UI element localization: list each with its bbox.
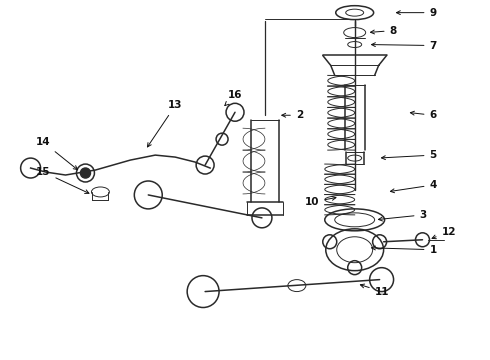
Text: 12: 12	[432, 227, 456, 239]
Text: 11: 11	[360, 284, 389, 297]
Text: 8: 8	[370, 26, 397, 36]
Text: 14: 14	[36, 137, 77, 170]
Text: 13: 13	[147, 100, 183, 147]
Text: 16: 16	[225, 90, 243, 105]
Circle shape	[80, 168, 91, 178]
Text: 7: 7	[371, 41, 437, 50]
Text: 9: 9	[396, 8, 437, 18]
Text: 10: 10	[305, 197, 336, 207]
Text: 5: 5	[382, 150, 437, 160]
Text: 15: 15	[36, 167, 89, 193]
Text: 6: 6	[411, 110, 437, 120]
Text: 4: 4	[391, 180, 437, 193]
Text: 1: 1	[371, 245, 437, 255]
Text: 2: 2	[282, 110, 303, 120]
Text: 3: 3	[378, 210, 427, 221]
